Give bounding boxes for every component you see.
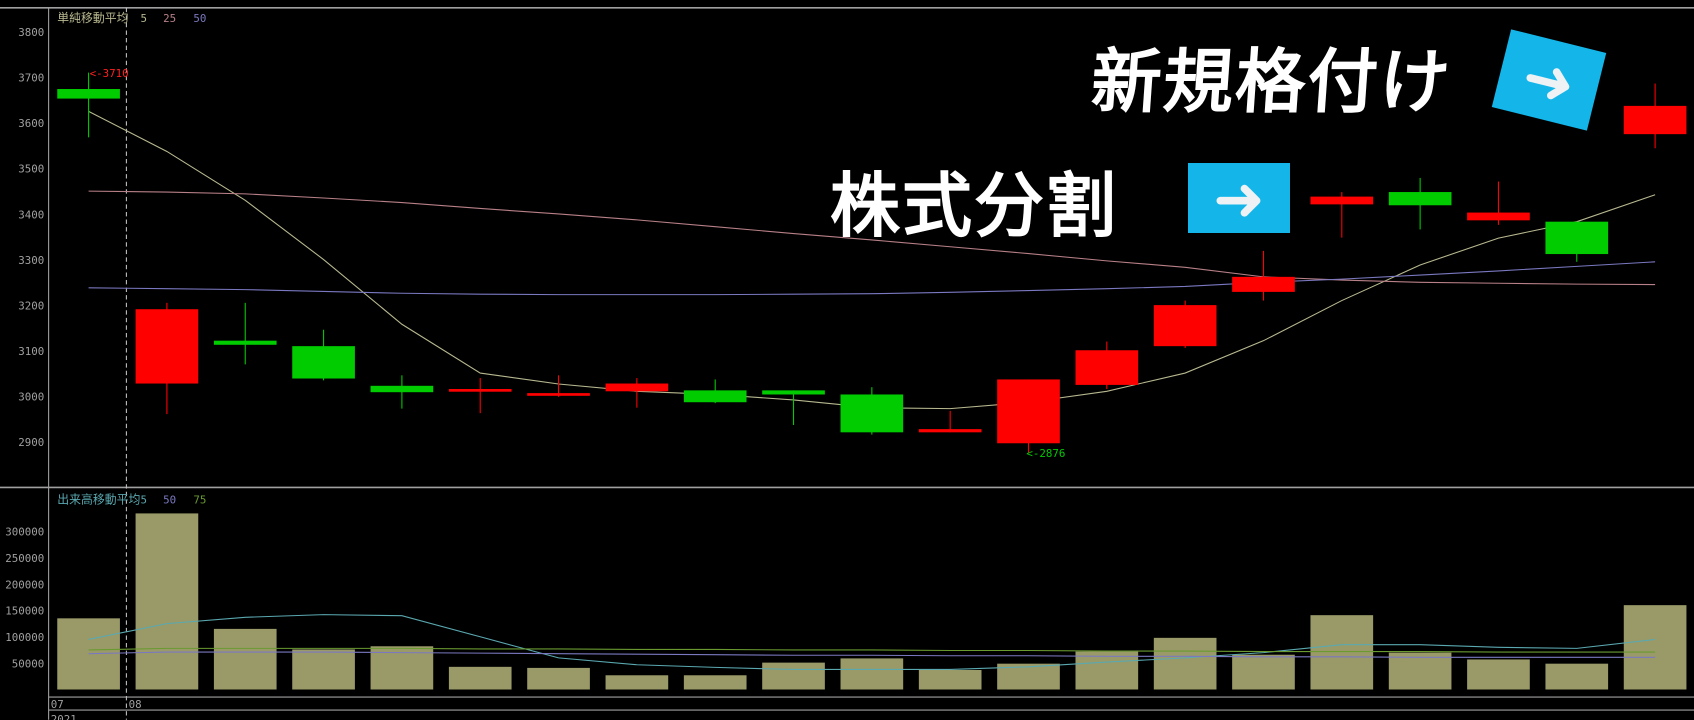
price-ma-25-line xyxy=(88,190,1656,286)
volume-ma-50-line xyxy=(88,651,1656,658)
volume-bar xyxy=(1153,637,1217,690)
x-tick-label: 07 xyxy=(51,698,64,711)
candle-body xyxy=(1310,196,1374,205)
candle-body xyxy=(1075,350,1139,385)
legend-title: 出来高移動平均 xyxy=(57,493,140,507)
candle-body xyxy=(135,309,199,384)
candle-body xyxy=(1153,305,1217,347)
candle-body xyxy=(840,394,904,433)
volume-bar xyxy=(448,666,512,690)
price-tick-label: 3600 xyxy=(18,117,44,130)
candle-body xyxy=(1232,276,1295,292)
legend-item-5: 5 xyxy=(140,494,147,507)
volume-bar xyxy=(1545,663,1609,690)
volume-bar xyxy=(1467,659,1530,690)
volume-bar xyxy=(213,628,277,690)
candle-body xyxy=(1388,192,1452,206)
new-listing-annotation: 新規格付け xyxy=(1088,41,1455,123)
volume-bar xyxy=(57,618,120,690)
candle-body xyxy=(292,346,355,379)
price-tick-label: 3800 xyxy=(18,26,44,39)
candle-body xyxy=(605,383,669,392)
volume-bar xyxy=(370,646,434,690)
volume-bar xyxy=(918,670,982,690)
volume-bar xyxy=(840,658,904,690)
volume-bar xyxy=(1232,654,1295,690)
legend-item-25: 25 xyxy=(163,12,176,25)
volume-bar xyxy=(1388,652,1452,690)
volume-bar xyxy=(1623,605,1687,690)
volume-bar xyxy=(135,513,199,690)
candle-body xyxy=(527,393,590,396)
candle-body xyxy=(1545,221,1609,255)
price-tick-label: 2900 xyxy=(18,436,44,449)
volume-bar xyxy=(762,662,825,690)
candle-body xyxy=(1467,212,1530,221)
price-ma-50-line xyxy=(88,261,1656,296)
volume-tick-label: 150000 xyxy=(5,605,44,618)
legend-item-75: 75 xyxy=(193,494,206,507)
legend-item-50: 50 xyxy=(193,12,206,25)
candle-body xyxy=(918,429,982,433)
candle-body xyxy=(57,89,120,99)
volume-bar xyxy=(1075,651,1139,690)
volume-bar xyxy=(1310,615,1374,690)
candle-body xyxy=(683,390,747,403)
volume-tick-label: 100000 xyxy=(5,631,44,644)
price-tick-label: 3200 xyxy=(18,299,44,312)
volume-bar xyxy=(527,667,590,690)
volume-ma-75-line xyxy=(88,647,1656,653)
low-price-label: <-2876 xyxy=(1026,447,1065,460)
x-tick-label: 08 xyxy=(129,698,142,711)
volume-bar xyxy=(292,649,355,690)
high-price-label: <-3710 xyxy=(90,67,129,80)
price-tick-label: 3700 xyxy=(18,71,44,84)
price-tick-label: 3100 xyxy=(18,345,44,358)
candle-body xyxy=(448,389,512,392)
price-tick-label: 3500 xyxy=(18,163,44,176)
volume-tick-label: 50000 xyxy=(12,657,45,670)
candle-body xyxy=(762,390,825,395)
price-tick-label: 3400 xyxy=(18,208,44,221)
candle-body xyxy=(213,340,277,345)
candle-body xyxy=(370,385,434,393)
legend-item-5: 5 xyxy=(140,12,147,25)
volume-tick-label: 250000 xyxy=(5,552,44,565)
stock-split-annotation: 株式分割 xyxy=(830,165,1118,247)
legend-item-50: 50 xyxy=(163,494,176,507)
legend-title: 単純移動平均 xyxy=(57,11,128,25)
price-tick-label: 3300 xyxy=(18,254,44,267)
candle-body xyxy=(1623,105,1687,135)
volume-bar xyxy=(683,675,747,690)
year-label: 2021 xyxy=(51,713,77,720)
volume-ma-5-line xyxy=(88,614,1656,671)
volume-tick-label: 200000 xyxy=(5,578,44,591)
volume-bar xyxy=(605,675,669,690)
candle-body xyxy=(997,379,1060,444)
price-tick-label: 3000 xyxy=(18,391,44,404)
volume-tick-label: 300000 xyxy=(5,526,44,539)
stock-split-arrow-icon: ➜ xyxy=(1188,162,1290,235)
